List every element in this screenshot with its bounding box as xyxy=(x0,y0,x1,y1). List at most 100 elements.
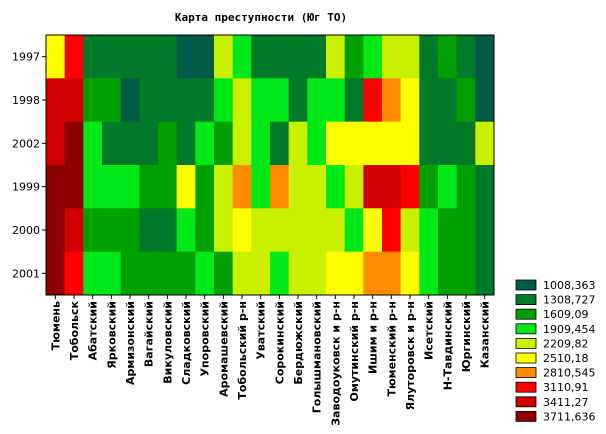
heatmap-cell xyxy=(102,35,122,79)
heatmap-cell xyxy=(400,208,420,253)
heatmap-cell xyxy=(176,165,196,209)
legend-label: 3411,27 xyxy=(543,396,589,409)
heatmap-cell xyxy=(139,121,159,166)
heatmap-cell xyxy=(270,121,290,166)
heatmap-cell xyxy=(176,121,196,166)
heatmap-cell xyxy=(232,208,252,253)
heatmap-cell xyxy=(438,121,458,166)
heatmap-cell xyxy=(195,35,215,79)
heatmap-cell xyxy=(288,35,308,79)
heatmap-cell xyxy=(419,165,439,209)
legend-label: 1609,09 xyxy=(543,308,589,321)
heatmap-cell xyxy=(419,35,439,79)
heatmap-cell xyxy=(344,251,364,296)
legend-label: 2810,545 xyxy=(543,367,596,380)
heatmap-cell xyxy=(400,165,420,209)
y-axis-ticks: 1997 1998 2002 1999 2000 2001 xyxy=(12,51,46,280)
heatmap-cell xyxy=(64,78,84,123)
heatmap-cell xyxy=(419,78,439,123)
y-tick-label: 2001 xyxy=(12,267,40,280)
heatmap-cell xyxy=(307,78,327,123)
x-tick-label: Армизонский xyxy=(124,301,137,385)
heatmap-cell xyxy=(382,35,402,79)
heatmap-cell xyxy=(158,78,178,123)
heatmap-cell xyxy=(64,251,84,296)
heatmap-cell xyxy=(139,165,159,209)
heatmap-cell xyxy=(456,78,476,123)
heatmap-cell xyxy=(344,35,364,79)
heatmap-cell xyxy=(83,208,103,253)
x-tick-label: Викуловский xyxy=(161,301,174,384)
x-tick-label: Ялуторовск и р-н xyxy=(404,301,417,410)
heatmap-cell xyxy=(139,35,159,79)
heatmap-cell xyxy=(83,165,103,209)
heatmap-cell xyxy=(120,208,140,253)
heatmap-cell xyxy=(288,251,308,296)
heatmap-cell xyxy=(232,251,252,296)
legend-label: 2209,82 xyxy=(543,337,589,350)
legend-label: 1008,363 xyxy=(543,279,596,292)
heatmap-cell xyxy=(195,165,215,209)
x-tick-label: Сладковский xyxy=(180,301,193,385)
heatmap-cell xyxy=(456,208,476,253)
heatmap-cell xyxy=(475,208,495,253)
heatmap-cell xyxy=(139,78,159,123)
heatmap-cell xyxy=(270,165,290,209)
heatmap-cell xyxy=(46,251,66,296)
x-tick-label: Омутинский р-н xyxy=(348,301,361,401)
heatmap-cell xyxy=(195,208,215,253)
heatmap-cell xyxy=(176,78,196,123)
heatmap-cell xyxy=(326,251,346,296)
heatmap-cell xyxy=(176,251,196,296)
heatmap-cell xyxy=(214,165,234,209)
heatmap-cell xyxy=(419,208,439,253)
heatmap-cell xyxy=(456,121,476,166)
legend-label: 1308,727 xyxy=(543,294,596,307)
heatmap-cell xyxy=(102,78,122,123)
heatmap-cell xyxy=(83,35,103,79)
heatmap-cell xyxy=(46,121,66,166)
heatmap-cell xyxy=(307,121,327,166)
heatmap-cell xyxy=(363,121,383,166)
legend-swatch xyxy=(515,323,537,335)
heatmap-cell xyxy=(120,165,140,209)
heatmap-cell xyxy=(363,208,383,253)
heatmap-cell xyxy=(438,251,458,296)
legend-label: 1909,454 xyxy=(543,323,596,336)
heatmap-cell xyxy=(400,121,420,166)
heatmap-cell xyxy=(344,78,364,123)
heatmap-cell xyxy=(438,208,458,253)
heatmap-cell xyxy=(288,165,308,209)
heatmap-cell xyxy=(270,208,290,253)
chart-title: Карта преступности (Юг ТО) xyxy=(175,11,347,24)
y-tick-label: 1999 xyxy=(12,181,40,194)
heatmap-cell xyxy=(363,165,383,209)
x-tick-label: Сорокинский xyxy=(273,301,286,384)
legend-swatch xyxy=(515,352,537,364)
heatmap-cell xyxy=(139,251,159,296)
plot-frame xyxy=(45,34,495,296)
heatmap-cell xyxy=(214,35,234,79)
heatmap-cell xyxy=(419,251,439,296)
heatmap-cell xyxy=(344,121,364,166)
heatmap-cell xyxy=(214,251,234,296)
legend-swatch xyxy=(515,367,537,379)
heatmap-cell xyxy=(158,251,178,296)
heatmap-cell xyxy=(400,35,420,79)
x-tick-label: Н-Тавдинский xyxy=(441,301,454,390)
heatmap-cell xyxy=(158,35,178,79)
heatmap-cell xyxy=(64,165,84,209)
heatmap-cell xyxy=(363,35,383,79)
x-tick-label: Тюмень xyxy=(49,301,62,350)
heatmap-cell xyxy=(363,78,383,123)
heatmap-cell xyxy=(344,208,364,253)
heatmap-cell xyxy=(419,121,439,166)
heatmap-cell xyxy=(475,35,495,79)
legend-swatch xyxy=(515,381,537,393)
heatmap-cell xyxy=(307,35,327,79)
heatmap-cell xyxy=(232,121,252,166)
x-tick-label: Бердюжский xyxy=(292,301,305,385)
heatmap-cell xyxy=(382,121,402,166)
heatmap-cell xyxy=(456,35,476,79)
